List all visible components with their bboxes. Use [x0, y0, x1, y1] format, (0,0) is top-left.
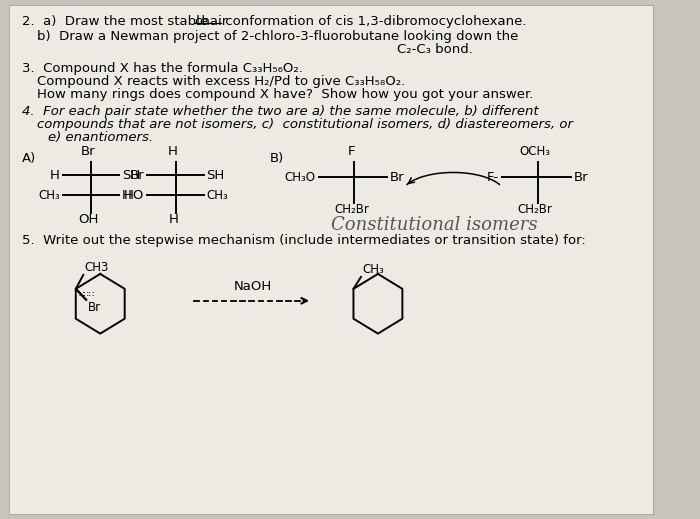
Text: Br: Br: [574, 171, 588, 184]
Text: SH: SH: [206, 169, 225, 182]
Text: Br: Br: [88, 301, 101, 314]
Text: HO: HO: [124, 189, 144, 202]
Text: H: H: [169, 213, 178, 226]
Text: CH3: CH3: [84, 261, 108, 274]
Text: NaOH: NaOH: [234, 280, 272, 293]
Text: 5.  Write out the stepwise mechanism (include intermediates or transition state): 5. Write out the stepwise mechanism (inc…: [22, 234, 586, 247]
Text: CH₃: CH₃: [362, 263, 384, 276]
Text: How many rings does compound X have?  Show how you got your answer.: How many rings does compound X have? Sho…: [37, 88, 533, 101]
Text: 3.  Compound X has the formula C₃₃H₅₆O₂.: 3. Compound X has the formula C₃₃H₅₆O₂.: [22, 62, 303, 75]
Text: e) enantiomers.: e) enantiomers.: [48, 131, 153, 144]
Text: CH₂Br: CH₂Br: [334, 203, 369, 216]
Text: F: F: [348, 145, 356, 158]
Text: CH₂Br: CH₂Br: [518, 203, 552, 216]
Text: F-: F-: [487, 171, 499, 184]
Text: H: H: [50, 169, 60, 182]
Text: B): B): [270, 152, 284, 165]
Text: b)  Draw a Newman project of 2-chloro-3-fluorobutane looking down the: b) Draw a Newman project of 2-chloro-3-f…: [37, 30, 519, 43]
Text: CH₃: CH₃: [38, 189, 60, 202]
Text: OCH₃: OCH₃: [519, 145, 551, 158]
Text: Br: Br: [80, 145, 95, 158]
Text: OH: OH: [78, 213, 99, 226]
Text: Compound X reacts with excess H₂/Pd to give C₃₃H₅₈O₂.: Compound X reacts with excess H₂/Pd to g…: [37, 75, 405, 88]
Text: compounds that are not isomers, c)  constitutional isomers, d) diastereomers, or: compounds that are not isomers, c) const…: [37, 118, 573, 131]
Text: SH: SH: [122, 169, 140, 182]
Text: H: H: [168, 145, 178, 158]
Text: Br: Br: [130, 169, 144, 182]
Text: C₂-C₃ bond.: C₂-C₃ bond.: [397, 43, 473, 56]
Text: conformation of cis 1,3-dibromocyclohexane.: conformation of cis 1,3-dibromocyclohexa…: [220, 16, 526, 29]
Text: 2.  a)  Draw the most stable: 2. a) Draw the most stable: [22, 16, 213, 29]
Text: 4.  For each pair state whether the two are a) the same molecule, b) different: 4. For each pair state whether the two a…: [22, 105, 539, 118]
Text: ∷∷∷: ∷∷∷: [78, 290, 95, 299]
Text: chair: chair: [195, 16, 228, 29]
Text: A): A): [22, 152, 36, 165]
Text: CH₃O: CH₃O: [285, 171, 316, 184]
Text: H: H: [122, 189, 132, 202]
Text: Br: Br: [390, 171, 405, 184]
FancyBboxPatch shape: [9, 5, 653, 514]
Text: Constitutional isomers: Constitutional isomers: [331, 216, 538, 234]
Text: CH₃: CH₃: [206, 189, 228, 202]
